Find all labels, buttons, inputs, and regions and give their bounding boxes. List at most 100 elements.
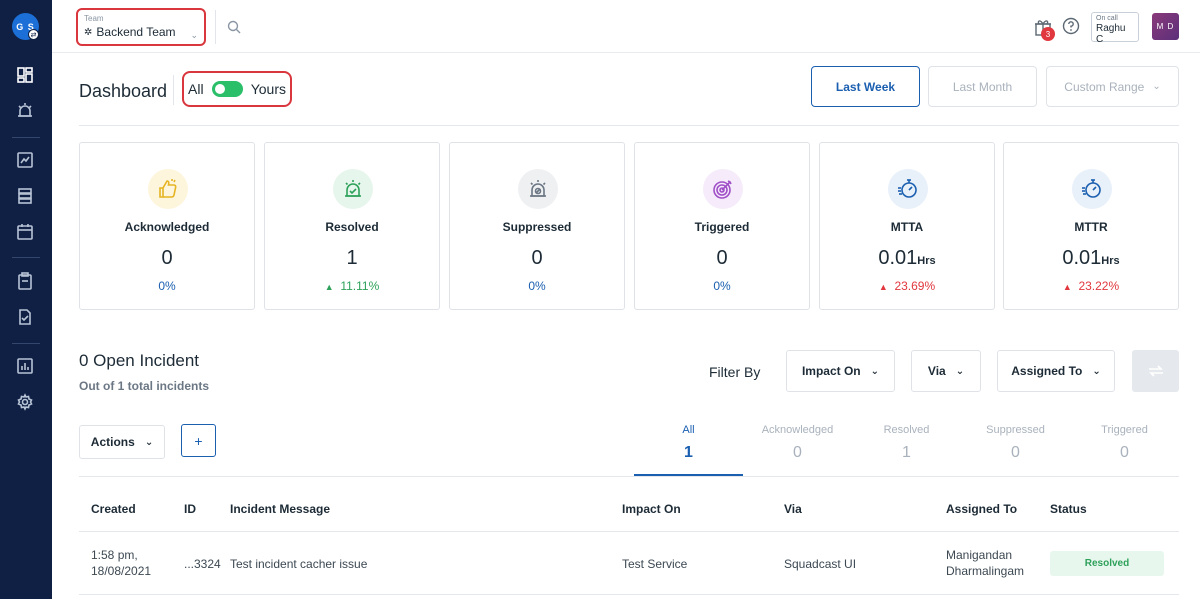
column-header[interactable]: Impact On: [622, 502, 681, 516]
sidebar: G S ⇄: [0, 0, 52, 599]
column-header[interactable]: Incident Message: [230, 502, 331, 516]
message-cell[interactable]: Test incident cacher issue: [230, 557, 368, 571]
assigned-to-cell: Manigandan Dharmalingam: [946, 548, 1025, 578]
runbooks-icon[interactable]: [16, 272, 34, 290]
stat-percent: 0%: [528, 279, 546, 293]
stat-card-suppressed[interactable]: Suppressed 0 0%: [449, 142, 625, 310]
last-week-button[interactable]: Last Week: [811, 66, 920, 107]
tab-label: All: [682, 424, 695, 436]
schedules-icon[interactable]: [16, 223, 34, 241]
toggle-all-label: All: [188, 81, 204, 97]
scope-toggle[interactable]: All Yours: [182, 71, 292, 107]
stat-value: 0.01Hrs: [878, 247, 936, 269]
custom-range-button[interactable]: Custom Range ⌄: [1046, 66, 1179, 107]
org-switch-icon[interactable]: ⇄: [28, 29, 39, 40]
tab-all[interactable]: All 1: [634, 424, 743, 462]
filter-assigned-to[interactable]: Assigned To ⌄: [997, 350, 1115, 392]
all-yours-switch[interactable]: [211, 81, 243, 97]
filter-impact-on[interactable]: Impact On ⌄: [786, 350, 895, 392]
oncall-name: Raghu C: [1096, 23, 1126, 45]
stat-percent: ▲ 11.11%: [324, 279, 380, 293]
incidents-subtitle: Out of 1 total incidents: [79, 379, 210, 393]
tab-count: 0: [1120, 444, 1129, 461]
team-selector[interactable]: Team ✲ Backend Team ⌄: [76, 8, 206, 46]
incidents-title: 0 Open Incident: [79, 351, 200, 370]
stat-label: Triggered: [694, 220, 750, 234]
chevron-down-icon: ⌄: [190, 30, 198, 40]
team-caption: Team: [84, 14, 104, 23]
stat-card-mttr[interactable]: MTTR 0.01Hrs ▲ 23.22%: [1003, 142, 1179, 310]
org-avatar[interactable]: G S: [12, 13, 39, 40]
header-divider: [79, 125, 1179, 126]
reports-icon[interactable]: [16, 357, 34, 375]
refresh-button[interactable]: [1132, 350, 1179, 392]
stat-label: Suppressed: [502, 220, 572, 234]
refresh-icon: [1148, 365, 1163, 377]
chevron-down-icon: ⌄: [144, 436, 154, 448]
stat-value: 0: [531, 247, 543, 269]
tab-suppressed[interactable]: Suppressed 0: [961, 424, 1070, 462]
column-header[interactable]: ID: [184, 502, 196, 516]
tabs-divider: [79, 476, 1179, 477]
dashboard-icon[interactable]: [16, 66, 34, 84]
divider: [173, 75, 174, 105]
settings-icon[interactable]: [16, 393, 34, 411]
switch-knob: [214, 84, 225, 94]
column-header[interactable]: Via: [784, 502, 802, 516]
tab-count: 0: [1011, 444, 1020, 461]
trend-up-icon: ▲: [878, 282, 888, 292]
stat-percent: 0%: [158, 279, 176, 293]
sidebar-divider: [12, 257, 40, 258]
stat-card-mtta[interactable]: MTTA 0.01Hrs ▲ 23.69%: [819, 142, 995, 310]
stat-value: 0: [716, 247, 728, 269]
stat-card-resolved[interactable]: Resolved 1 ▲ 11.11%: [264, 142, 440, 310]
tab-count: 0: [793, 444, 802, 461]
filter-via[interactable]: Via ⌄: [911, 350, 981, 392]
team-gear-icon: ✲: [84, 26, 93, 38]
custom-range-label: Custom Range: [1064, 79, 1145, 94]
stat-label: MTTA: [890, 220, 924, 234]
postmortems-icon[interactable]: [16, 308, 34, 326]
services-icon[interactable]: [16, 187, 34, 205]
stat-percent: 0%: [713, 279, 731, 293]
incidents-icon[interactable]: [16, 101, 34, 119]
id-cell[interactable]: ...3324: [184, 557, 221, 571]
user-avatar[interactable]: M D: [1152, 13, 1179, 40]
chevron-down-icon: ⌄: [1152, 81, 1161, 92]
stat-label: Resolved: [325, 220, 379, 234]
created-cell: 1:58 pm, 18/08/2021: [91, 548, 152, 578]
stat-percent: ▲ 23.69%: [878, 279, 936, 293]
target-icon: [703, 169, 743, 209]
tab-triggered[interactable]: Triggered 0: [1070, 424, 1179, 462]
filter-label: Via: [927, 364, 946, 378]
stopwatch-icon: [1072, 169, 1112, 209]
chevron-down-icon: ⌄: [1092, 365, 1101, 377]
actions-label: Actions: [90, 435, 135, 449]
stat-card-triggered[interactable]: Triggered 0 0%: [634, 142, 810, 310]
active-tab-indicator: [634, 474, 743, 476]
tab-resolved[interactable]: Resolved 1: [852, 424, 961, 462]
actions-dropdown[interactable]: Actions ⌄: [79, 425, 165, 459]
chevron-down-icon: ⌄: [870, 365, 880, 377]
add-incident-button[interactable]: +: [181, 424, 216, 457]
column-header[interactable]: Status: [1050, 502, 1087, 516]
trend-up-icon: ▲: [1062, 282, 1072, 292]
tab-acknowledged[interactable]: Acknowledged 0: [743, 424, 852, 462]
stat-card-acknowledged[interactable]: Acknowledged 0 0%: [79, 142, 255, 310]
divider: [215, 10, 216, 44]
column-header[interactable]: Assigned To: [946, 502, 1018, 516]
row-divider: [79, 594, 1179, 595]
stat-value: 0: [161, 247, 173, 269]
oncall-widget[interactable]: On call Raghu C: [1091, 12, 1139, 45]
stopwatch-icon: [888, 169, 928, 209]
stat-label: MTTR: [1074, 220, 1108, 234]
search-icon[interactable]: [227, 20, 241, 34]
column-header[interactable]: Created: [91, 502, 136, 516]
filter-label: Assigned To: [1011, 364, 1083, 378]
last-month-button[interactable]: Last Month: [928, 66, 1037, 107]
analytics-icon[interactable]: [16, 151, 34, 169]
tab-count: 1: [684, 444, 693, 461]
team-name: Backend Team: [96, 25, 176, 39]
help-icon[interactable]: [1062, 17, 1080, 35]
filter-by-label: Filter By: [709, 364, 761, 380]
